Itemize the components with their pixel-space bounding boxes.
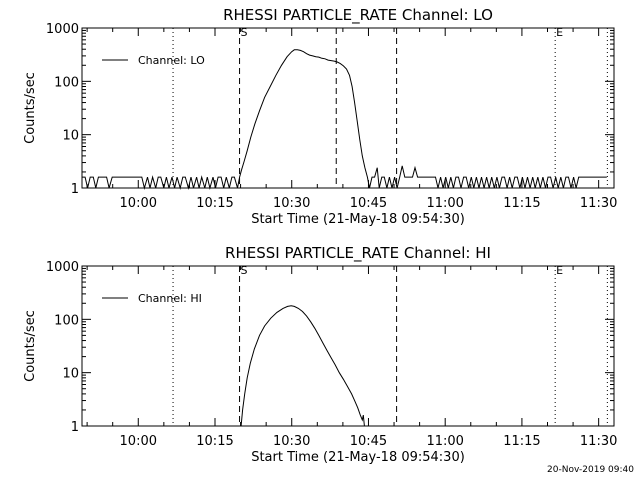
x-tick-label: 11:30	[580, 196, 617, 211]
plot-frame	[81, 27, 615, 189]
x-tick-label: 10:00	[120, 434, 157, 449]
x-tick-label: 11:30	[580, 434, 617, 449]
y-tick-label: 1000	[46, 22, 79, 37]
marker-label: E	[556, 264, 563, 277]
x-tick-label: 11:15	[503, 196, 540, 211]
legend-label: Channel: LO	[138, 54, 205, 67]
x-tick-label: 10:15	[196, 196, 233, 211]
y-tick-label: 100	[54, 313, 79, 328]
x-tick-label: 10:30	[273, 434, 310, 449]
x-tick-label: 11:00	[426, 196, 463, 211]
x-tick-label: 10:30	[273, 196, 310, 211]
y-tick-label: 10	[62, 129, 79, 144]
x-tick-label: 10:45	[350, 434, 387, 449]
y-tick-label: 1000	[46, 260, 79, 275]
x-tick-label: 10:15	[196, 434, 233, 449]
x-tick-label: 11:15	[503, 434, 540, 449]
panel-hi: RHESSI PARTICLE_RATE Channel: HI 1 10 100 10…	[23, 244, 617, 465]
marker-label: E	[556, 26, 563, 39]
x-tick-label: 10:45	[350, 196, 387, 211]
y-tick-label: 1	[71, 420, 79, 435]
x-axis-label: Start Time (21-May-18 09:54:30)	[251, 450, 465, 465]
marker-label: S	[241, 264, 248, 277]
y-axis-label: Counts/sec	[23, 310, 38, 382]
panel-lo: RHESSI PARTICLE_RATE Channel: LO 1 10 100 10…	[23, 6, 617, 227]
series-line	[82, 49, 607, 190]
chart-title: RHESSI PARTICLE_RATE Channel: LO	[223, 6, 493, 25]
y-axis-label: Counts/sec	[23, 72, 38, 144]
footer-timestamp: 20-Nov-2019 09:40	[547, 465, 634, 475]
chart-title: RHESSI PARTICLE_RATE Channel: HI	[225, 244, 491, 263]
y-tick-label: 10	[62, 367, 79, 382]
marker-label: S	[241, 26, 248, 39]
legend-label: Channel: HI	[138, 292, 202, 305]
y-tick-label: 1	[71, 182, 79, 197]
y-tick-label: 100	[54, 75, 79, 90]
series-line	[240, 305, 365, 427]
x-tick-label: 10:00	[120, 196, 157, 211]
x-tick-label: 11:00	[426, 434, 463, 449]
x-axis-label: Start Time (21-May-18 09:54:30)	[251, 212, 465, 227]
plot-frame	[81, 265, 615, 427]
